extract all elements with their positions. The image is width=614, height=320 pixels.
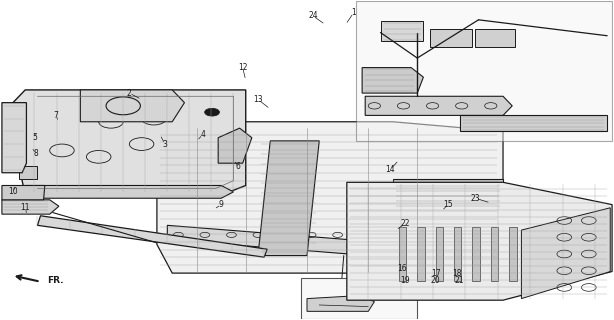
Polygon shape — [307, 295, 375, 311]
Text: 9: 9 — [219, 200, 223, 209]
Text: 17: 17 — [431, 268, 440, 278]
Polygon shape — [80, 90, 184, 122]
Polygon shape — [381, 21, 424, 41]
Text: 20: 20 — [431, 276, 440, 285]
Text: 18: 18 — [453, 268, 462, 278]
Polygon shape — [393, 179, 503, 208]
Text: 11: 11 — [20, 203, 30, 212]
Polygon shape — [2, 103, 26, 173]
Text: 19: 19 — [400, 276, 410, 285]
Polygon shape — [436, 227, 443, 281]
Polygon shape — [301, 278, 418, 319]
Polygon shape — [460, 116, 607, 131]
Text: 13: 13 — [253, 95, 263, 104]
Polygon shape — [218, 128, 252, 163]
Circle shape — [204, 108, 219, 116]
Polygon shape — [2, 200, 59, 214]
Text: 12: 12 — [238, 63, 247, 72]
Text: 3: 3 — [163, 140, 167, 148]
Polygon shape — [521, 208, 610, 299]
Text: 10: 10 — [8, 188, 18, 196]
Text: 4: 4 — [200, 130, 205, 139]
Polygon shape — [7, 90, 246, 195]
Polygon shape — [356, 1, 612, 141]
Text: 15: 15 — [443, 200, 453, 209]
Text: 16: 16 — [397, 264, 406, 273]
Text: 6: 6 — [236, 162, 241, 171]
Polygon shape — [157, 122, 503, 273]
Polygon shape — [2, 186, 45, 200]
Text: 24: 24 — [308, 12, 318, 20]
Text: 5: 5 — [32, 133, 37, 142]
Polygon shape — [362, 68, 424, 93]
Polygon shape — [509, 227, 516, 281]
Text: 22: 22 — [400, 219, 410, 228]
Text: 14: 14 — [386, 165, 395, 174]
Polygon shape — [491, 227, 498, 281]
Polygon shape — [347, 182, 612, 300]
Text: 1: 1 — [351, 8, 356, 17]
Text: FR.: FR. — [47, 276, 63, 285]
Polygon shape — [258, 141, 319, 256]
Polygon shape — [168, 225, 442, 260]
Polygon shape — [430, 29, 472, 47]
Polygon shape — [19, 166, 37, 179]
Polygon shape — [37, 216, 267, 257]
Polygon shape — [418, 227, 425, 281]
Polygon shape — [399, 227, 406, 281]
Text: 2: 2 — [127, 89, 132, 98]
Text: 7: 7 — [53, 111, 58, 120]
Text: 21: 21 — [454, 276, 464, 285]
Polygon shape — [454, 227, 461, 281]
Polygon shape — [365, 96, 512, 116]
Polygon shape — [475, 29, 515, 47]
Polygon shape — [472, 227, 480, 281]
Text: 8: 8 — [34, 149, 39, 158]
Polygon shape — [25, 186, 233, 198]
Text: 23: 23 — [471, 194, 480, 203]
